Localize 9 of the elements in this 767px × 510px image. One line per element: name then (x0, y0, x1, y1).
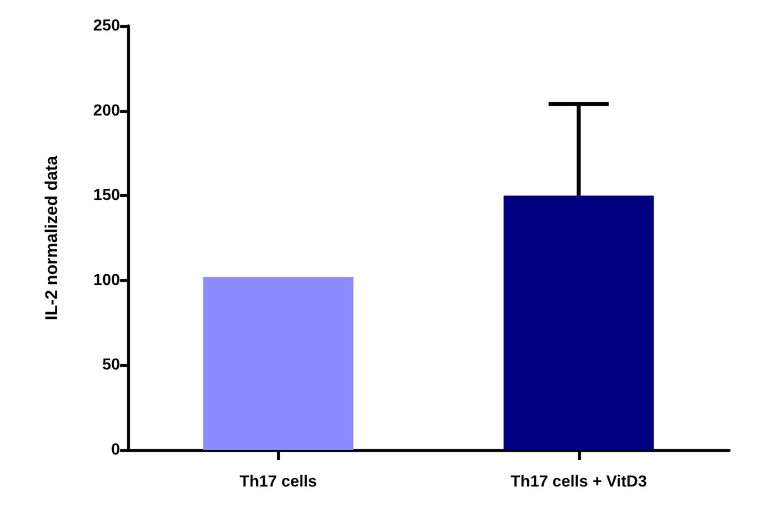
y-tick-label: 100 (93, 272, 120, 289)
y-tick-label: 200 (93, 102, 120, 120)
y-axis-title: IL-2 normalized data (42, 155, 61, 320)
y-tick-label: 0 (111, 442, 120, 458)
x-tick-label: Th17 cells + VitD3 (510, 474, 647, 490)
y-tick-label: 150 (93, 187, 120, 204)
y-tick-label: 50 (102, 356, 120, 374)
y-tick-label: 250 (93, 18, 120, 34)
x-tick-label: Th17 cells (240, 474, 318, 490)
